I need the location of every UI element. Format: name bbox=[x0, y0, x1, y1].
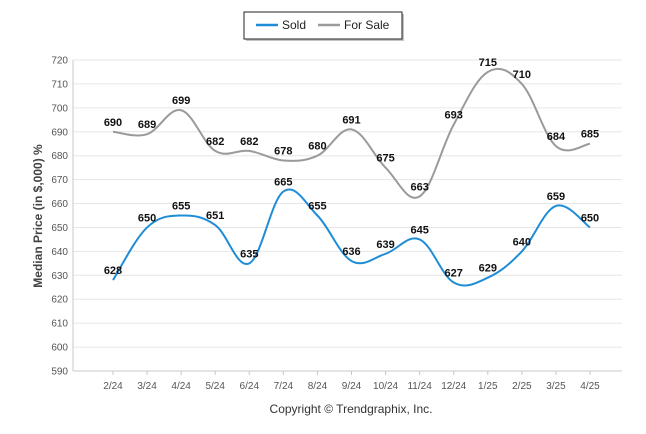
data-label-sold: 659 bbox=[547, 191, 565, 203]
y-tick-label: 700 bbox=[51, 103, 68, 114]
y-axis-label: Median Price (in $,000) % bbox=[31, 144, 45, 288]
x-tick-label: 3/25 bbox=[546, 381, 566, 392]
data-label-sold: 665 bbox=[274, 177, 292, 189]
data-label-for-sale: 684 bbox=[547, 131, 566, 143]
y-tick-label: 660 bbox=[51, 199, 68, 210]
x-tick-label: 12/24 bbox=[441, 381, 466, 392]
series-line-for-sale bbox=[112, 67, 591, 199]
data-label-for-sale: 678 bbox=[274, 145, 292, 157]
y-tick-label: 650 bbox=[51, 223, 68, 234]
y-axis-ticks: 590 600 610 620 630 640 650 660 670 680 690 700 710 7… bbox=[51, 56, 68, 378]
y-tick-label: 640 bbox=[51, 247, 68, 258]
series-line-sold bbox=[112, 188, 591, 287]
data-label-for-sale: 693 bbox=[445, 110, 463, 122]
x-tick-label: 9/24 bbox=[342, 381, 362, 392]
data-label-sold: 636 bbox=[342, 246, 360, 258]
y-tick-label: 680 bbox=[51, 151, 68, 162]
data-label-sold: 651 bbox=[206, 210, 224, 222]
x-tick-label: 6/24 bbox=[240, 381, 260, 392]
data-label-for-sale: 691 bbox=[342, 114, 360, 126]
data-label-sold: 635 bbox=[240, 248, 258, 260]
x-axis-ticks: 2/24 3/24 4/24 5/24 6/24 7/24 8/24 9/24 10/24 11/… bbox=[103, 371, 600, 392]
x-tick-label: 4/25 bbox=[580, 381, 600, 392]
data-label-sold: 627 bbox=[445, 267, 463, 279]
y-tick-label: 620 bbox=[51, 295, 68, 306]
data-label-for-sale: 663 bbox=[410, 181, 428, 193]
x-tick-label: 2/25 bbox=[512, 381, 532, 392]
x-tick-label: 1/25 bbox=[478, 381, 498, 392]
data-label-for-sale: 710 bbox=[513, 69, 531, 81]
x-tick-label: 8/24 bbox=[308, 381, 328, 392]
legend-label-for-sale: For Sale bbox=[344, 18, 390, 32]
data-label-sold: 629 bbox=[479, 263, 497, 275]
data-label-sold: 639 bbox=[376, 239, 394, 251]
data-label-for-sale: 689 bbox=[138, 119, 156, 131]
data-label-for-sale: 675 bbox=[376, 153, 394, 165]
y-tick-label: 590 bbox=[51, 367, 68, 378]
data-label-sold: 640 bbox=[513, 236, 531, 248]
series-lines bbox=[112, 67, 591, 287]
data-label-sold: 655 bbox=[172, 201, 190, 213]
data-label-for-sale: 682 bbox=[206, 136, 224, 148]
data-label-sold: 628 bbox=[104, 265, 122, 277]
y-tick-label: 720 bbox=[51, 56, 68, 67]
y-tick-label: 670 bbox=[51, 175, 68, 186]
data-label-for-sale: 685 bbox=[581, 129, 599, 141]
y-tick-label: 630 bbox=[51, 271, 68, 282]
data-label-sold: 650 bbox=[138, 212, 156, 224]
data-labels: 628 650 655 651 635 665 655 636 639 645 627 629 640 6… bbox=[104, 57, 599, 280]
x-tick-label: 3/24 bbox=[137, 381, 157, 392]
data-label-for-sale: 680 bbox=[308, 141, 326, 153]
y-tick-label: 710 bbox=[51, 79, 68, 90]
copyright-text: Copyright © Trendgraphix, Inc. bbox=[270, 402, 433, 416]
y-tick-label: 600 bbox=[51, 343, 68, 354]
y-tick-label: 610 bbox=[51, 319, 68, 330]
x-tick-label: 7/24 bbox=[274, 381, 294, 392]
x-tick-label: 11/24 bbox=[407, 381, 432, 392]
grid-lines bbox=[72, 59, 622, 372]
x-tick-label: 10/24 bbox=[373, 381, 398, 392]
legend-label-sold: Sold bbox=[282, 18, 306, 32]
data-label-for-sale: 682 bbox=[240, 136, 258, 148]
x-tick-label: 2/24 bbox=[103, 381, 123, 392]
y-tick-label: 690 bbox=[51, 127, 68, 138]
legend: Sold For Sale bbox=[243, 11, 404, 41]
data-label-sold: 650 bbox=[581, 212, 599, 224]
x-tick-label: 5/24 bbox=[205, 381, 225, 392]
x-tick-label: 4/24 bbox=[171, 381, 191, 392]
data-label-for-sale: 690 bbox=[104, 117, 122, 129]
data-label-for-sale: 699 bbox=[172, 95, 190, 107]
data-label-for-sale: 715 bbox=[479, 57, 497, 69]
data-label-sold: 645 bbox=[410, 224, 428, 236]
data-label-sold: 655 bbox=[308, 201, 326, 213]
